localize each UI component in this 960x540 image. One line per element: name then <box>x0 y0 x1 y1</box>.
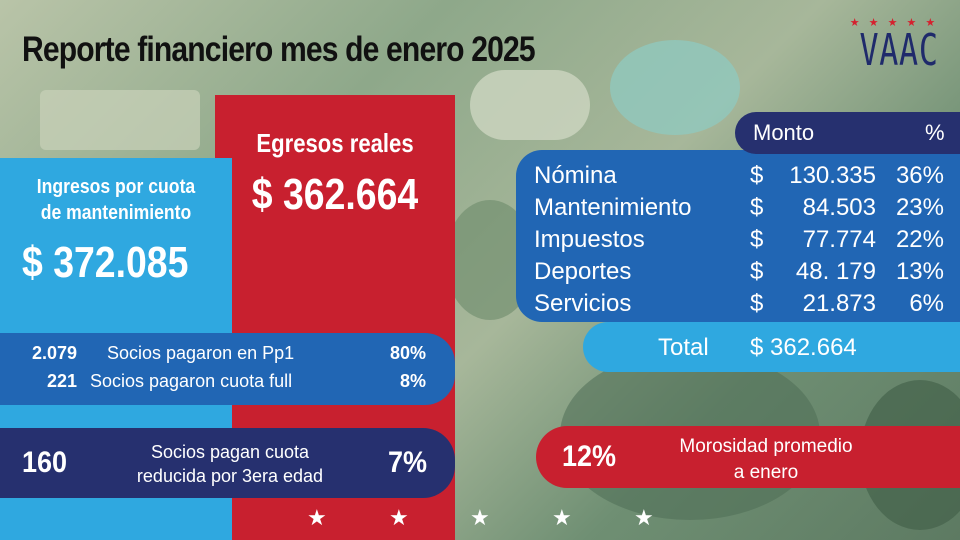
expense-total-bar <box>583 322 960 372</box>
background-court-shape <box>40 90 200 150</box>
expense-label-impuestos: Impuestos <box>534 226 645 253</box>
header-monto: Monto <box>753 120 815 145</box>
expense-total-value: $ 362.664 <box>750 334 857 361</box>
expense-currency: $ <box>750 258 764 285</box>
tercera-edad-pill: 160 7% <box>0 428 455 498</box>
tercera-edad-label-line2: reducida por 3era edad <box>136 466 324 486</box>
socios-pp1-pct: 80% <box>389 343 426 363</box>
expense-currency: $ <box>750 194 764 221</box>
socios-pp1-count: 2.079 <box>31 343 77 363</box>
expense-table-header: Monto % <box>735 112 960 154</box>
expense-pct-mantenimiento: 23% <box>895 194 944 221</box>
egresos-label: Egresos reales <box>256 128 414 158</box>
background-pool-shape <box>610 40 740 135</box>
footer-star-icon: ★ <box>634 505 654 530</box>
footer-star-icon: ★ <box>552 505 572 530</box>
expense-pct-nomina: 36% <box>895 162 944 189</box>
expense-amount-impuestos: 77.774 <box>802 226 876 253</box>
ingresos-label-line2: de mantenimiento <box>40 202 192 224</box>
page-title: Reporte financiero mes de enero 2025 <box>22 30 536 69</box>
expense-pct-deportes: 13% <box>895 258 944 285</box>
logo-text: VAAC <box>859 25 939 76</box>
ingresos-label: Ingresos por cuota de mantenimiento <box>14 174 218 226</box>
morosidad-label: Morosidad promedio a enero <box>646 434 886 486</box>
vaac-logo: ★ ★ ★ ★ ★ VAAC <box>846 16 942 75</box>
expense-pct-servicios: 6% <box>909 290 944 317</box>
socios-full-label: Socios pagaron cuota full <box>90 371 293 391</box>
expense-table <box>516 150 960 322</box>
logo-stars-icon: ★ ★ ★ ★ ★ <box>849 17 939 29</box>
expense-label-servicios: Servicios <box>534 290 632 317</box>
morosidad-label-line1: Morosidad promedio <box>679 436 853 457</box>
footer-star-icon: ★ <box>389 505 409 530</box>
expense-label-nomina: Nómina <box>534 162 617 189</box>
tercera-edad-pct: 7% <box>388 446 428 479</box>
expense-amount-servicios: 21.873 <box>802 290 876 317</box>
socios-pp1-label: Socios pagaron en Pp1 <box>107 343 295 363</box>
expense-currency: $ <box>750 226 764 253</box>
morosidad-pct: 12% <box>562 440 617 473</box>
socios-full-count: 221 <box>46 371 77 391</box>
socios-full-pct: 8% <box>399 371 426 391</box>
egresos-value: $ 362.664 <box>251 170 419 219</box>
expense-amount-mantenimiento: 84.503 <box>802 194 876 221</box>
expense-label-mantenimiento: Mantenimiento <box>534 194 692 221</box>
ingresos-label-line1: Ingresos por cuota <box>36 176 196 198</box>
expense-currency: $ <box>750 290 764 317</box>
socios-pill: 2.079 Socios pagaron en Pp1 80% 221 Soci… <box>0 333 455 405</box>
expense-currency: $ <box>750 162 764 189</box>
tercera-edad-label: Socios pagan cuota reducida por 3era eda… <box>100 440 360 488</box>
expense-label-deportes: Deportes <box>534 258 632 285</box>
footer-star-icon: ★ <box>307 505 327 530</box>
expense-pct-impuestos: 22% <box>895 226 944 253</box>
header-pct: % <box>925 120 945 145</box>
footer-star-icon: ★ <box>470 505 490 530</box>
morosidad-label-line2: a enero <box>733 462 799 483</box>
tercera-edad-label-line1: Socios pagan cuota <box>150 442 310 462</box>
ingresos-value: $ 372.085 <box>22 238 189 287</box>
expense-amount-nomina: 130.335 <box>789 162 876 189</box>
background-building-shape <box>470 70 590 140</box>
morosidad-pill: 12% Morosidad promedio a enero <box>536 426 960 488</box>
tercera-edad-count: 160 <box>22 446 68 479</box>
expense-total-label: Total <box>658 334 709 361</box>
expense-amount-deportes: 48. 179 <box>795 258 876 285</box>
